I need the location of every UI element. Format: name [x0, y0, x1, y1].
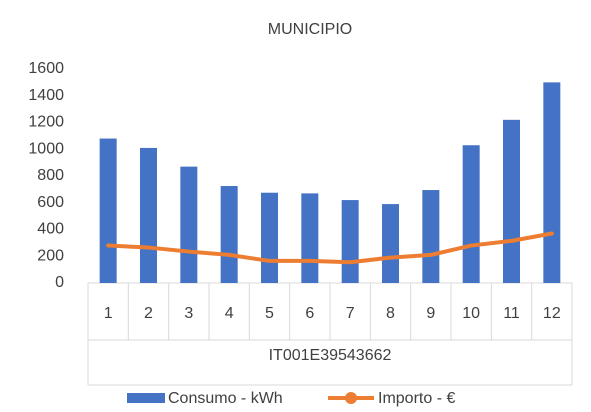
x-tick-label: 8 [386, 305, 395, 322]
x-tick-label: 9 [426, 305, 435, 322]
bar [462, 145, 480, 283]
x-tick-label: 11 [503, 305, 520, 322]
bar [341, 200, 359, 283]
bar [180, 166, 198, 283]
x-tick-label: 1 [104, 305, 113, 322]
x-tick-label: 6 [305, 305, 314, 322]
y-tick-label: 1400 [28, 87, 64, 104]
bar [301, 193, 319, 283]
bar [220, 186, 238, 283]
x-tick-label: 10 [462, 305, 480, 322]
legend-swatch [127, 393, 165, 403]
bar [261, 192, 278, 283]
y-tick-label: 800 [37, 167, 64, 184]
bar [382, 204, 399, 283]
chart-title: MUNICIPIO [268, 21, 352, 38]
y-tick-label: 1600 [28, 60, 64, 77]
line [106, 231, 554, 265]
bar [422, 190, 440, 283]
y-tick-label: 200 [37, 247, 64, 264]
legend-label: Consumo - kWh [168, 390, 283, 407]
y-tick-label: 0 [55, 274, 64, 291]
x-tick-label: 7 [346, 305, 355, 322]
group-label: IT001E39543662 [269, 347, 392, 364]
legend-marker [345, 392, 357, 404]
x-tick-label: 5 [265, 305, 274, 322]
bar [543, 82, 561, 283]
legend-label: Importo - € [378, 390, 455, 407]
y-tick-label: 400 [37, 221, 64, 238]
x-tick-label: 12 [543, 305, 561, 322]
bar [99, 138, 117, 283]
y-tick-label: 600 [37, 194, 64, 211]
x-tick-label: 3 [184, 305, 193, 322]
y-tick-label: 1000 [28, 140, 64, 157]
x-tick-label: 4 [225, 305, 234, 322]
y-tick-label: 1200 [28, 114, 64, 131]
bar [503, 119, 520, 283]
bar [140, 147, 157, 283]
x-tick-label: 2 [144, 305, 153, 322]
